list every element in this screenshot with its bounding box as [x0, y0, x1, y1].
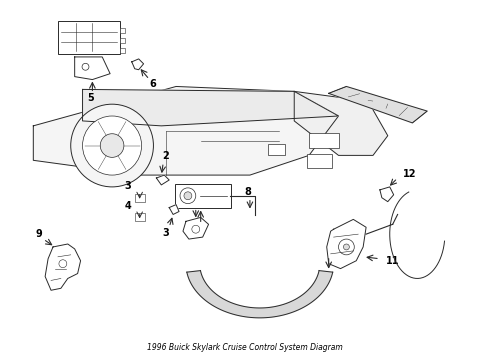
Circle shape [180, 188, 196, 204]
Polygon shape [327, 219, 366, 269]
Polygon shape [82, 89, 339, 126]
Circle shape [339, 239, 354, 255]
Polygon shape [329, 86, 427, 123]
Text: 4: 4 [124, 201, 131, 211]
Circle shape [100, 134, 124, 157]
Polygon shape [187, 271, 333, 318]
Text: 10: 10 [198, 197, 211, 207]
Bar [120, 28, 125, 33]
Text: 2: 2 [162, 151, 169, 161]
Polygon shape [380, 187, 393, 202]
Text: 1: 1 [197, 226, 204, 236]
Circle shape [71, 104, 153, 187]
Bar [135, 194, 145, 202]
Bar [120, 48, 125, 53]
FancyBboxPatch shape [175, 184, 231, 208]
Bar [120, 38, 125, 43]
Bar [135, 213, 145, 221]
Polygon shape [132, 59, 144, 70]
Polygon shape [45, 244, 80, 290]
Polygon shape [294, 91, 388, 156]
Text: 3: 3 [124, 181, 131, 191]
Bar [268, 144, 285, 156]
Bar [307, 154, 332, 168]
Circle shape [192, 225, 200, 233]
Circle shape [343, 244, 349, 250]
Text: 3: 3 [163, 228, 170, 238]
Text: 6: 6 [149, 78, 156, 89]
Polygon shape [74, 57, 110, 80]
Text: 8: 8 [245, 187, 251, 197]
Circle shape [82, 116, 142, 175]
Circle shape [82, 63, 89, 70]
Text: 1996 Buick Skylark Cruise Control System Diagram: 1996 Buick Skylark Cruise Control System… [147, 343, 343, 352]
Bar [58, 21, 120, 54]
Text: 5: 5 [87, 93, 94, 103]
Polygon shape [169, 204, 179, 215]
Circle shape [184, 192, 192, 200]
Polygon shape [156, 175, 169, 185]
Text: 12: 12 [402, 169, 416, 179]
Text: 11: 11 [386, 256, 399, 266]
Text: 7: 7 [332, 245, 339, 255]
Polygon shape [183, 217, 209, 239]
Circle shape [59, 260, 67, 267]
Text: 9: 9 [36, 229, 43, 239]
Bar [309, 133, 339, 148]
Polygon shape [33, 86, 339, 175]
